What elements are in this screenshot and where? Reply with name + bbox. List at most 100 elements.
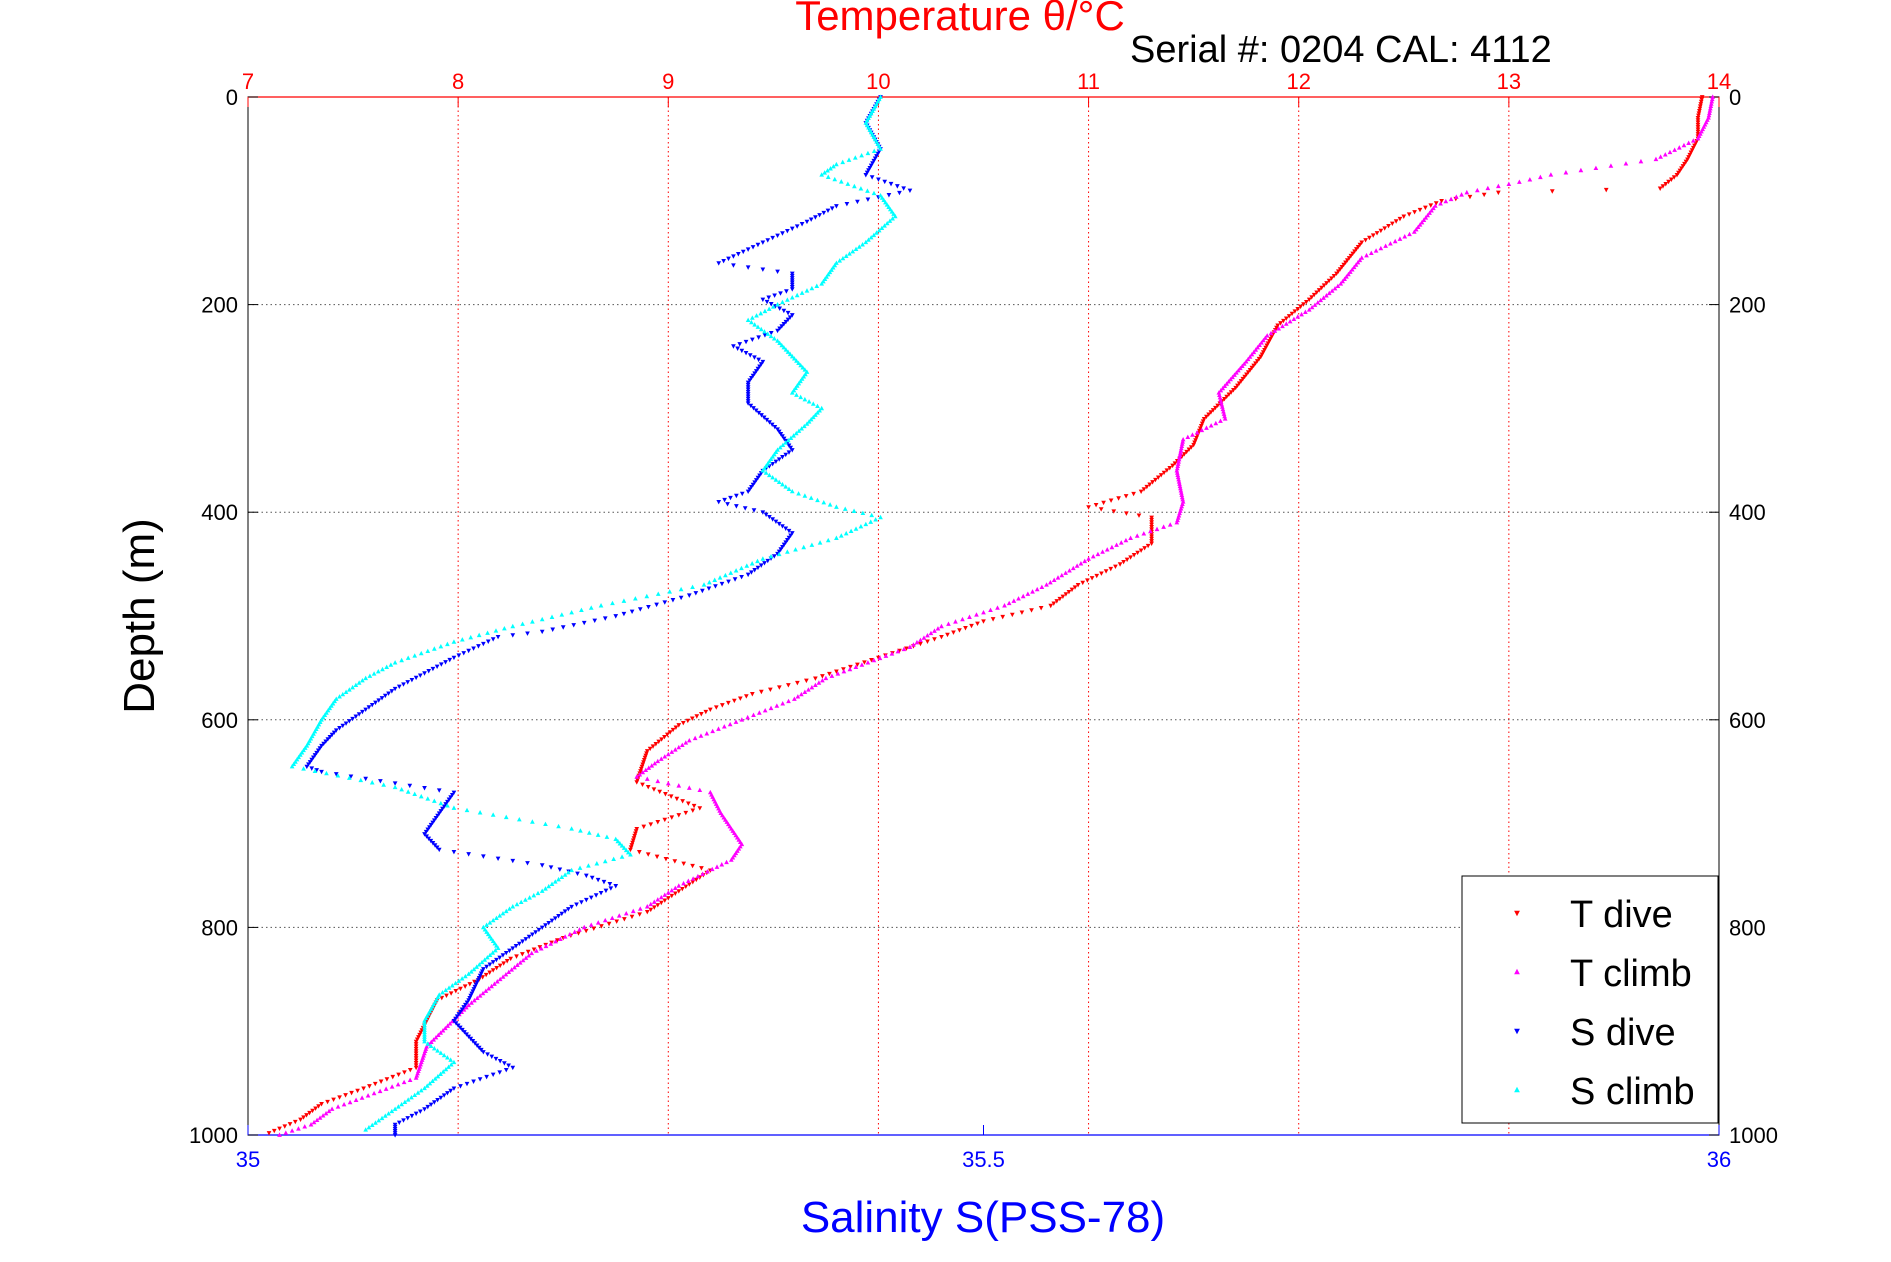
data-point-t-climb — [1123, 537, 1129, 543]
data-point-s-climb — [840, 159, 846, 165]
data-point-t-climb — [946, 621, 951, 626]
data-point-t-dive — [396, 1072, 401, 1078]
data-point-s-dive — [376, 698, 382, 703]
data-point-s-climb — [443, 1066, 449, 1072]
data-point-t-climb — [1527, 177, 1533, 182]
data-point-s-climb — [503, 814, 509, 820]
data-point-t-climb — [523, 955, 529, 960]
data-point-t-climb — [1259, 340, 1264, 345]
data-point-t-dive — [591, 926, 597, 931]
data-point-s-climb — [503, 908, 509, 914]
data-point-s-dive — [601, 879, 607, 885]
data-point-t-dive — [1186, 447, 1192, 452]
data-point-s-dive — [776, 521, 782, 527]
data-point-t-climb — [829, 673, 835, 678]
data-point-t-climb — [1245, 356, 1251, 362]
data-point-s-climb — [785, 549, 790, 554]
data-point-s-dive — [740, 249, 746, 255]
data-point-t-climb — [1174, 519, 1180, 525]
data-point-t-dive — [1136, 513, 1142, 518]
data-point-s-dive — [314, 768, 319, 773]
data-point-s-dive — [485, 639, 491, 644]
data-point-s-climb — [438, 643, 444, 649]
data-point-s-dive — [756, 335, 761, 340]
data-point-t-climb — [494, 979, 500, 984]
data-point-t-dive — [1268, 336, 1273, 342]
data-point-t-climb — [918, 637, 923, 643]
data-point-s-climb — [766, 306, 772, 311]
data-point-s-dive — [461, 1005, 467, 1010]
data-point-s-dive — [745, 247, 751, 252]
data-point-t-climb — [871, 657, 877, 663]
data-point-s-climb — [448, 1062, 454, 1067]
data-point-s-dive — [469, 991, 475, 996]
data-point-s-climb — [510, 904, 516, 909]
data-point-t-dive — [841, 667, 846, 672]
data-point-t-dive — [458, 986, 463, 992]
data-point-s-dive — [780, 455, 785, 460]
data-point-s-climb — [422, 1038, 427, 1044]
data-point-t-dive — [1433, 201, 1439, 206]
data-point-t-climb — [700, 871, 706, 876]
data-point-s-climb — [386, 1111, 391, 1116]
data-point-s-dive — [739, 491, 745, 497]
data-point-t-dive — [298, 1117, 303, 1123]
data-point-t-dive — [1695, 125, 1701, 130]
data-point-s-dive — [435, 813, 440, 819]
data-point-s-dive — [786, 450, 792, 455]
data-point-t-dive — [1289, 311, 1295, 317]
data-point-t-dive — [504, 959, 510, 964]
data-point-t-dive — [1254, 359, 1260, 364]
data-point-t-dive — [1094, 573, 1100, 579]
data-point-s-climb — [610, 600, 615, 606]
data-point-t-dive — [413, 1051, 419, 1056]
data-point-s-dive — [755, 475, 761, 481]
data-point-t-climb — [1178, 445, 1184, 451]
data-point-t-climb — [447, 1021, 453, 1026]
data-point-s-dive — [440, 806, 445, 812]
data-point-s-dive — [745, 382, 751, 388]
data-point-t-dive — [1198, 424, 1204, 429]
data-point-s-climb — [853, 246, 859, 252]
data-point-t-climb — [1218, 418, 1223, 423]
data-point-t-climb — [1074, 563, 1080, 568]
data-point-t-climb — [648, 901, 654, 907]
data-point-s-climb — [876, 227, 882, 233]
data-point-t-climb — [1176, 476, 1181, 482]
data-point-s-dive — [745, 489, 751, 495]
data-point-s-dive — [747, 353, 753, 358]
data-point-t-dive — [1149, 541, 1154, 546]
data-point-t-dive — [1275, 323, 1281, 328]
data-point-s-dive — [497, 1070, 503, 1075]
data-point-s-climb — [518, 899, 524, 905]
data-point-s-dive — [583, 897, 589, 903]
data-point-s-dive — [472, 984, 478, 990]
data-point-s-dive — [775, 427, 780, 432]
data-point-s-climb — [750, 315, 755, 320]
data-point-t-dive — [638, 769, 643, 774]
data-point-t-climb — [1332, 285, 1338, 291]
data-point-t-dive — [1149, 539, 1154, 544]
data-point-t-dive — [1108, 498, 1114, 503]
data-point-s-climb — [476, 632, 482, 638]
data-point-t-climb — [1342, 276, 1347, 281]
data-point-t-dive — [1309, 295, 1315, 300]
data-point-t-dive — [1069, 587, 1075, 593]
data-point-t-dive — [1657, 186, 1663, 191]
data-point-t-dive — [691, 803, 697, 809]
legend-box — [1461, 875, 1719, 1124]
data-point-t-dive — [1066, 589, 1072, 595]
data-point-s-dive — [783, 540, 789, 545]
data-point-s-dive — [749, 570, 754, 575]
data-point-t-dive — [1121, 559, 1126, 565]
data-point-t-climb — [1283, 321, 1289, 326]
data-point-t-climb — [1179, 494, 1185, 500]
data-point-t-climb — [1268, 330, 1274, 336]
data-point-t-climb — [1563, 170, 1569, 175]
data-point-s-climb — [819, 281, 825, 286]
data-point-s-climb — [768, 333, 774, 339]
data-point-t-climb — [1044, 582, 1049, 587]
data-point-s-dive — [789, 448, 795, 453]
data-point-t-dive — [1345, 258, 1350, 263]
data-point-t-climb — [1496, 183, 1501, 189]
